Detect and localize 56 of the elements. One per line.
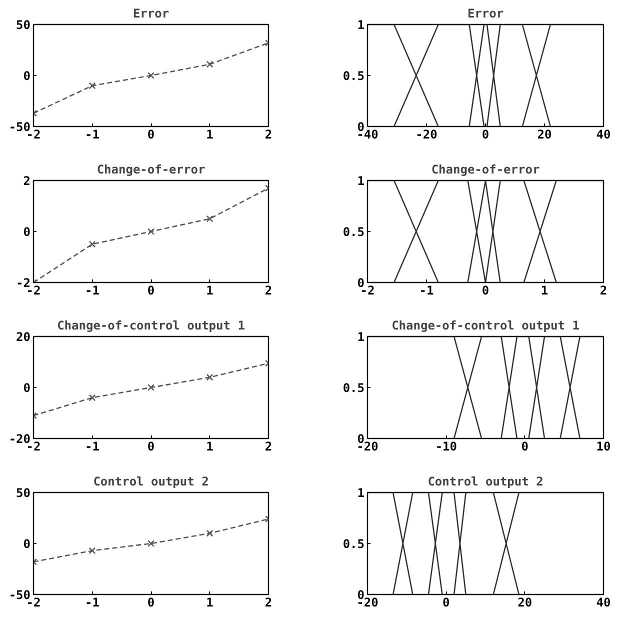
- x-tick-label: 40: [596, 128, 611, 142]
- x-tick-label: 10: [596, 440, 611, 454]
- x-tick-label: 0: [482, 284, 490, 298]
- x-tick-label: -10: [435, 440, 458, 454]
- x-tick-label: 1: [540, 284, 548, 298]
- x-tick-label: 0: [442, 596, 450, 610]
- x-tick-label: 2: [264, 596, 272, 610]
- chart-title: Control output 2: [428, 474, 544, 488]
- x-tick-label: 1: [206, 596, 214, 610]
- x-tick-label: 20: [518, 596, 532, 610]
- x-tick-label: 0: [482, 128, 490, 142]
- y-tick-label: 1: [357, 18, 365, 32]
- y-tick-label: 0.5: [342, 225, 365, 239]
- x-tick-label: 0: [147, 284, 155, 298]
- x-tick-label: 2: [600, 284, 608, 298]
- x-tick-label: 40: [596, 596, 611, 610]
- x-tick-label: 0: [147, 440, 155, 454]
- x-tick-label: -1: [85, 284, 100, 298]
- x-tick-label: 1: [206, 128, 214, 142]
- y-tick-label: 2: [23, 174, 31, 188]
- y-tick-label: 1: [357, 486, 365, 500]
- x-tick-label: -1: [85, 128, 100, 142]
- y-tick-label: 50: [16, 486, 31, 500]
- y-tick-label: -50: [8, 120, 31, 134]
- y-tick-label: 1: [357, 330, 365, 344]
- x-tick-label: 2: [264, 128, 272, 142]
- chart-title: Change-of-control output 1: [392, 318, 580, 332]
- y-tick-label: 0: [23, 69, 31, 83]
- y-tick-label: 20: [16, 330, 31, 344]
- y-tick-label: 0.5: [342, 69, 365, 83]
- chart-title: Change-of-error: [96, 162, 206, 176]
- x-tick-label: -1: [419, 284, 434, 298]
- y-tick-label: 0.5: [342, 381, 365, 395]
- chart-title: Error: [467, 6, 504, 20]
- x-tick-label: 1: [206, 440, 214, 454]
- x-tick-label: 2: [264, 440, 272, 454]
- x-tick-label: 0: [147, 128, 155, 142]
- x-tick-label: -20: [416, 128, 438, 142]
- chart-title: Control output 2: [93, 474, 209, 488]
- y-tick-label: 50: [16, 18, 31, 32]
- y-tick-label: 0.5: [342, 537, 365, 551]
- x-tick-label: 2: [264, 284, 272, 298]
- chart-title: Change-of-control output 1: [57, 318, 245, 332]
- x-tick-label: -1: [85, 596, 100, 610]
- y-tick-label: 0: [23, 537, 31, 551]
- y-tick-label: 1: [357, 174, 365, 188]
- y-tick-label: -50: [8, 588, 31, 602]
- x-tick-label: 0: [147, 596, 155, 610]
- y-tick-label: 0: [23, 381, 31, 395]
- chart-title: Change-of-error: [431, 162, 540, 176]
- chart-title: Error: [132, 6, 170, 20]
- y-tick-label: 0: [23, 225, 31, 239]
- x-tick-label: 20: [537, 128, 552, 142]
- x-tick-label: 0: [521, 440, 528, 454]
- x-tick-label: -1: [85, 440, 100, 454]
- x-tick-label: 1: [206, 284, 214, 298]
